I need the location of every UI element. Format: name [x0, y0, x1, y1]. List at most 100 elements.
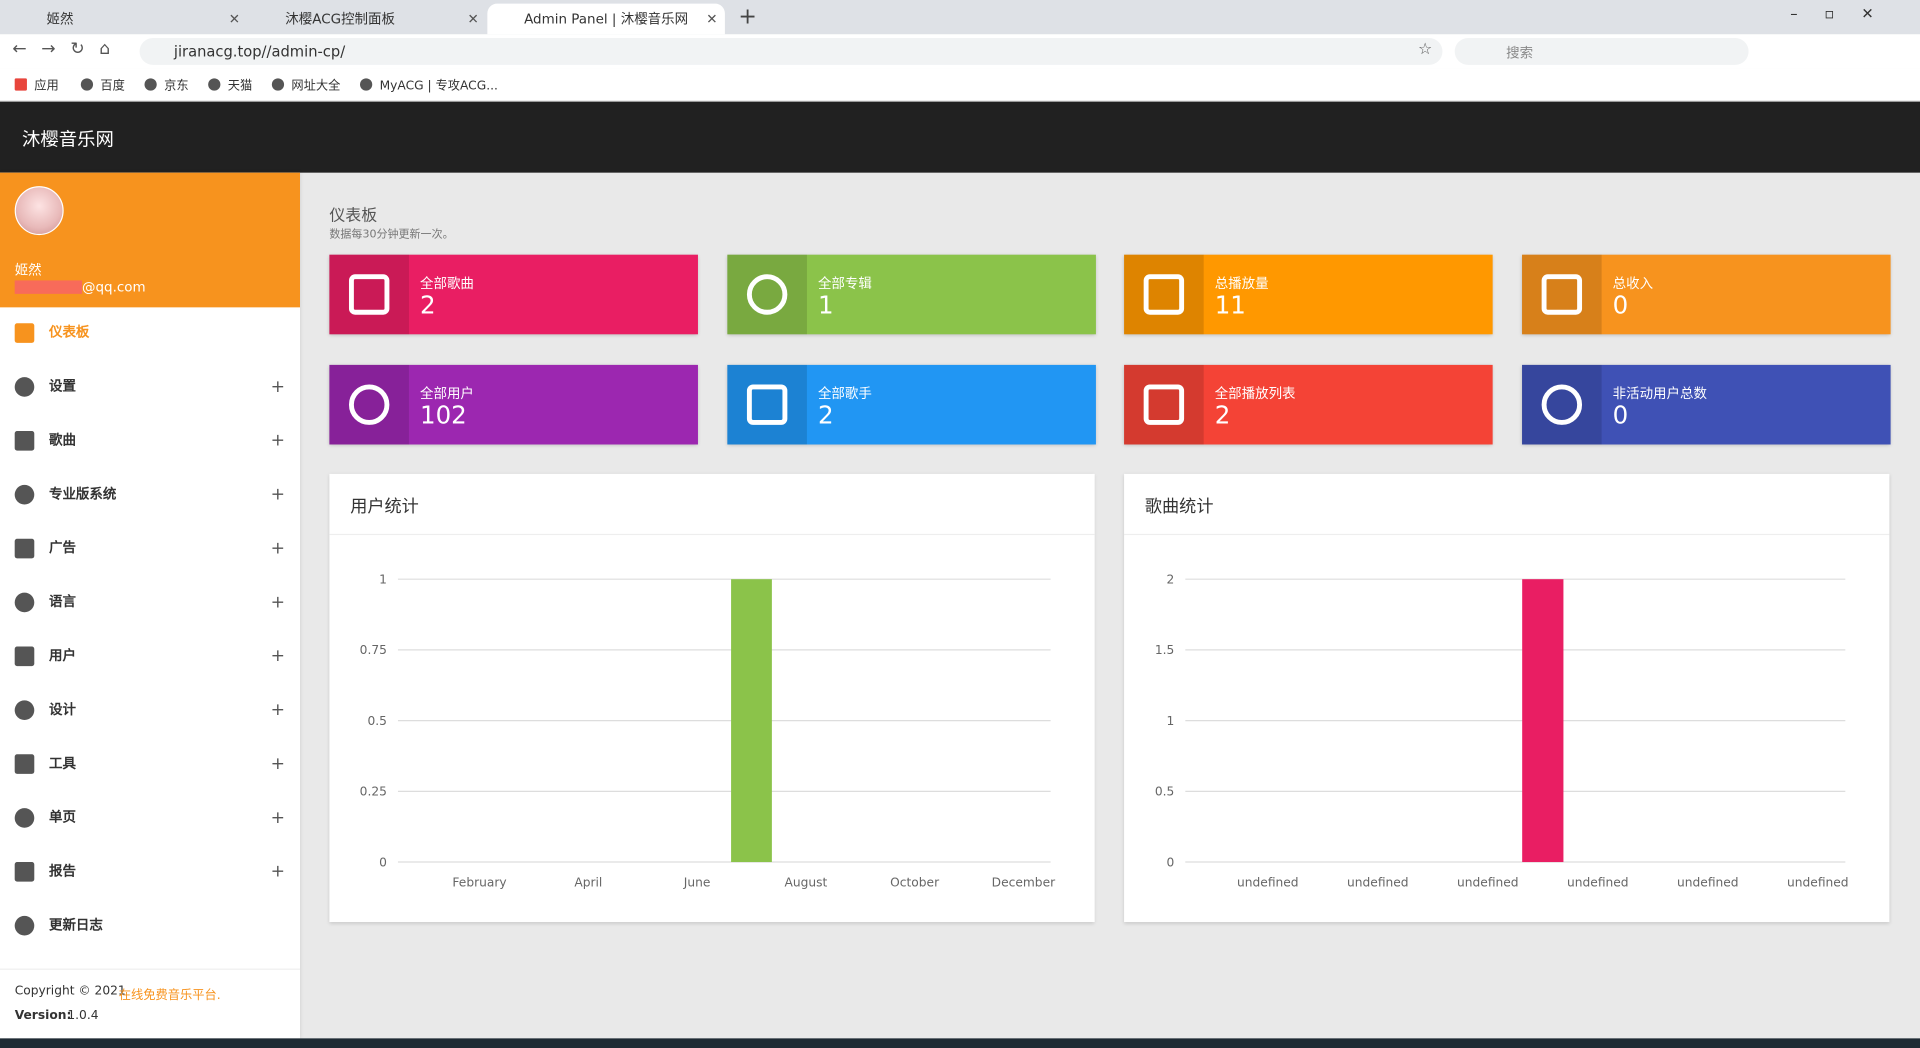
bookmark[interactable]: MyACG | 专攻ACG... — [360, 75, 498, 93]
menu-label: 更新日志 — [48, 917, 103, 934]
menu-item[interactable]: 广告 + — [0, 522, 300, 576]
bookmark[interactable]: 天猫 — [208, 75, 252, 93]
app-header: 沐樱音乐网 — [0, 101, 1920, 173]
menu-label: 语言 — [48, 593, 76, 610]
x-tick-label: undefined — [1567, 876, 1629, 890]
bookmark-icon — [271, 78, 285, 91]
chart: 0 0.25 0.5 0.75 1 February April June August Octo… — [360, 572, 1056, 890]
card-icon-box — [1124, 254, 1204, 335]
new-tab[interactable]: + — [738, 3, 757, 30]
bookmark[interactable]: 网址大全 — [271, 75, 340, 93]
card-value: 2 — [1214, 400, 1231, 430]
stat-card[interactable]: 全部播放列表 2 — [1124, 364, 1493, 445]
card-icon-box — [329, 254, 409, 335]
expand-icon: + — [270, 377, 285, 397]
menu-item[interactable]: 工具 + — [0, 737, 300, 791]
version: 1.0.4 — [67, 1008, 99, 1023]
card-label: 总收入 — [1612, 275, 1654, 292]
stat-card[interactable]: 非活动用户总数 0 — [1522, 364, 1891, 445]
menu-icon — [14, 915, 35, 936]
menu-item[interactable]: 设计 + — [0, 683, 300, 737]
y-tick-label: 1.5 — [1155, 643, 1174, 657]
menu-item[interactable]: 单页 + — [0, 791, 300, 845]
bookmark-icon — [360, 78, 373, 91]
x-tick-label: October — [890, 876, 940, 890]
bookmark-label: 京东 — [164, 79, 189, 94]
tab-title: 沐樱ACG控制面板 — [285, 11, 395, 27]
card-label: 全部歌手 — [817, 385, 872, 402]
card-icon — [746, 384, 788, 425]
menu-item[interactable]: 报告 + — [0, 845, 300, 899]
menu-icon — [14, 377, 35, 397]
y-tick-label: 0.25 — [360, 785, 387, 799]
divider — [1124, 533, 1890, 536]
chart-panel: 用户统计 0 0.25 0.5 0.75 1 February April June August… — [329, 473, 1095, 923]
menu-item[interactable]: 用户 + — [0, 629, 300, 683]
version-label: Version: — [14, 1008, 72, 1023]
menu-label: 单页 — [48, 809, 76, 826]
avatar[interactable] — [14, 186, 64, 236]
brand[interactable]: 沐樱音乐网 — [22, 128, 114, 151]
tab[interactable]: 沐樱ACG控制面板 ✕ — [249, 4, 487, 35]
y-tick-label: 2 — [1166, 572, 1174, 586]
chart-title: 歌曲统计 — [1144, 497, 1214, 517]
card-label: 非活动用户总数 — [1612, 385, 1707, 402]
stat-card[interactable]: 总收入 0 — [1522, 254, 1891, 335]
address-bar[interactable]: jiranacg.top//admin-cp/ ☆ — [139, 37, 1443, 65]
card-icon — [348, 384, 390, 425]
user-email: @qq.com — [82, 279, 146, 296]
footer-link[interactable]: 在线免费音乐平台. — [118, 989, 221, 1003]
stat-card[interactable]: 总播放量 11 — [1124, 254, 1493, 335]
stat-card[interactable]: 全部用户 102 — [329, 364, 698, 445]
menu-item[interactable]: 仪表板 — [0, 306, 300, 360]
card-icon — [348, 274, 390, 315]
stat-card[interactable]: 全部歌手 2 — [727, 364, 1096, 445]
nav-buttons[interactable]: ←→↻⌂ — [12, 39, 125, 59]
bookmark[interactable]: 应用 — [14, 75, 59, 93]
x-tick-label: August — [784, 876, 827, 890]
card-value: 1 — [817, 290, 834, 320]
menu-label: 设置 — [48, 378, 76, 395]
menu-icon — [14, 808, 35, 828]
tab-title: 姬然 — [46, 11, 74, 27]
menu-item[interactable]: 设置 + — [0, 360, 300, 414]
menu-item[interactable]: 歌曲 + — [0, 414, 300, 468]
bar — [731, 579, 772, 863]
menu-item[interactable]: 语言 + — [0, 576, 300, 630]
y-tick-label: 1 — [379, 572, 387, 586]
bookmark-icon — [144, 78, 157, 91]
card-value: 11 — [1214, 290, 1246, 320]
tab-close: ✕ — [706, 11, 718, 27]
tab-close: ✕ — [467, 11, 479, 27]
menu-label: 报告 — [48, 863, 76, 880]
copyright: Copyright © 2021 — [14, 984, 126, 998]
menu-icon — [14, 484, 35, 505]
page-subtitle: 数据每30分钟更新一次。 — [329, 228, 454, 242]
star[interactable]: ☆ — [1417, 40, 1433, 59]
tab[interactable]: 姬然 ✕ — [10, 4, 248, 35]
expand-icon: + — [270, 808, 285, 828]
chart-panel: 歌曲统计 0 0.5 1 1.5 2 undefined undefined undefined… — [1124, 473, 1890, 923]
menu-icon — [14, 538, 35, 559]
redacted — [14, 280, 83, 294]
card-label: 全部播放列表 — [1214, 385, 1296, 402]
expand-icon: + — [270, 754, 285, 774]
menu-item[interactable]: 专业版系统 + — [0, 468, 300, 522]
bookmark[interactable]: 京东 — [144, 75, 189, 94]
menu-label: 设计 — [48, 701, 76, 718]
card-icon — [1143, 384, 1185, 425]
y-tick-label: 0.5 — [367, 714, 386, 728]
menu-icon — [14, 754, 35, 774]
card-value: 0 — [1612, 400, 1629, 430]
stat-card[interactable]: 全部专辑 1 — [727, 254, 1096, 335]
expand-icon: + — [270, 700, 285, 721]
menu-item[interactable]: 更新日志 — [0, 899, 300, 953]
window-controls[interactable]: –▫✕ — [1790, 4, 1901, 23]
menu-icon — [14, 646, 35, 667]
divider — [329, 533, 1095, 536]
search-box[interactable]: 搜索 — [1454, 37, 1749, 65]
tab[interactable]: Admin Panel | 沐樱音乐网 ✕ — [487, 3, 725, 35]
stat-card[interactable]: 全部歌曲 2 — [329, 254, 698, 335]
bookmark[interactable]: 百度 — [80, 75, 125, 93]
